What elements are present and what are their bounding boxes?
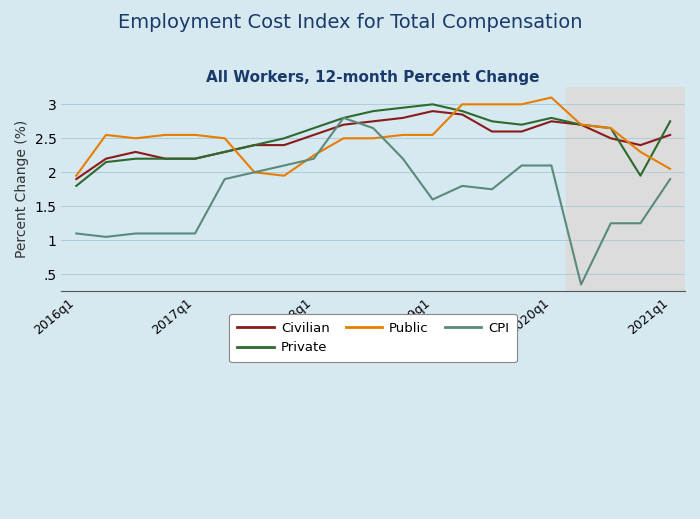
- Civilian: [191, 156, 200, 162]
- Private: [666, 118, 674, 125]
- Private: [340, 115, 348, 121]
- Civilian: [428, 108, 437, 114]
- CPI: [340, 115, 348, 121]
- Private: [309, 125, 318, 131]
- Private: [547, 115, 556, 121]
- Public: [488, 101, 496, 107]
- Private: [102, 159, 110, 165]
- Y-axis label: Percent Change (%): Percent Change (%): [15, 120, 29, 258]
- Civilian: [220, 149, 229, 155]
- Civilian: [280, 142, 288, 148]
- Civilian: [340, 121, 348, 128]
- Private: [458, 108, 466, 114]
- Public: [161, 132, 169, 138]
- Line: Civilian: Civilian: [76, 111, 670, 179]
- Line: CPI: CPI: [76, 118, 670, 284]
- Line: Private: Private: [76, 104, 670, 186]
- Public: [636, 149, 645, 155]
- CPI: [250, 169, 258, 175]
- CPI: [458, 183, 466, 189]
- CPI: [488, 186, 496, 193]
- Civilian: [636, 142, 645, 148]
- Civilian: [72, 176, 80, 182]
- Private: [607, 125, 615, 131]
- Public: [428, 132, 437, 138]
- Private: [132, 156, 140, 162]
- CPI: [280, 162, 288, 169]
- Public: [132, 135, 140, 141]
- Public: [220, 135, 229, 141]
- Civilian: [132, 149, 140, 155]
- Public: [309, 152, 318, 158]
- Public: [102, 132, 110, 138]
- Public: [72, 173, 80, 179]
- CPI: [399, 156, 407, 162]
- Private: [161, 156, 169, 162]
- Private: [577, 121, 585, 128]
- CPI: [547, 162, 556, 169]
- Public: [191, 132, 200, 138]
- Civilian: [666, 132, 674, 138]
- Private: [369, 108, 377, 114]
- Civilian: [161, 156, 169, 162]
- CPI: [220, 176, 229, 182]
- CPI: [191, 230, 200, 237]
- Public: [280, 173, 288, 179]
- CPI: [636, 220, 645, 226]
- CPI: [369, 125, 377, 131]
- Private: [636, 173, 645, 179]
- Civilian: [517, 128, 526, 134]
- Private: [399, 105, 407, 111]
- Civilian: [102, 156, 110, 162]
- Public: [399, 132, 407, 138]
- Civilian: [607, 135, 615, 141]
- Legend: Civilian, Private, Public, CPI: Civilian, Private, Public, CPI: [230, 314, 517, 362]
- Private: [220, 149, 229, 155]
- Text: Employment Cost Index for Total Compensation: Employment Cost Index for Total Compensa…: [118, 13, 582, 32]
- Public: [607, 125, 615, 131]
- Civilian: [250, 142, 258, 148]
- Private: [517, 121, 526, 128]
- Private: [250, 142, 258, 148]
- Civilian: [458, 112, 466, 118]
- Public: [547, 94, 556, 101]
- Bar: [566, 87, 685, 291]
- Private: [191, 156, 200, 162]
- CPI: [102, 234, 110, 240]
- CPI: [577, 281, 585, 288]
- Civilian: [399, 115, 407, 121]
- Public: [666, 166, 674, 172]
- CPI: [517, 162, 526, 169]
- Civilian: [369, 118, 377, 125]
- CPI: [161, 230, 169, 237]
- Private: [280, 135, 288, 141]
- CPI: [428, 196, 437, 202]
- CPI: [72, 230, 80, 237]
- CPI: [666, 176, 674, 182]
- Civilian: [577, 121, 585, 128]
- Public: [369, 135, 377, 141]
- Civilian: [309, 132, 318, 138]
- Private: [488, 118, 496, 125]
- Civilian: [488, 128, 496, 134]
- Private: [428, 101, 437, 107]
- Line: Public: Public: [76, 98, 670, 176]
- Private: [72, 183, 80, 189]
- CPI: [132, 230, 140, 237]
- Public: [517, 101, 526, 107]
- Public: [458, 101, 466, 107]
- CPI: [607, 220, 615, 226]
- Public: [577, 121, 585, 128]
- Title: All Workers, 12-month Percent Change: All Workers, 12-month Percent Change: [206, 70, 540, 85]
- Public: [250, 169, 258, 175]
- CPI: [309, 156, 318, 162]
- Civilian: [547, 118, 556, 125]
- Public: [340, 135, 348, 141]
